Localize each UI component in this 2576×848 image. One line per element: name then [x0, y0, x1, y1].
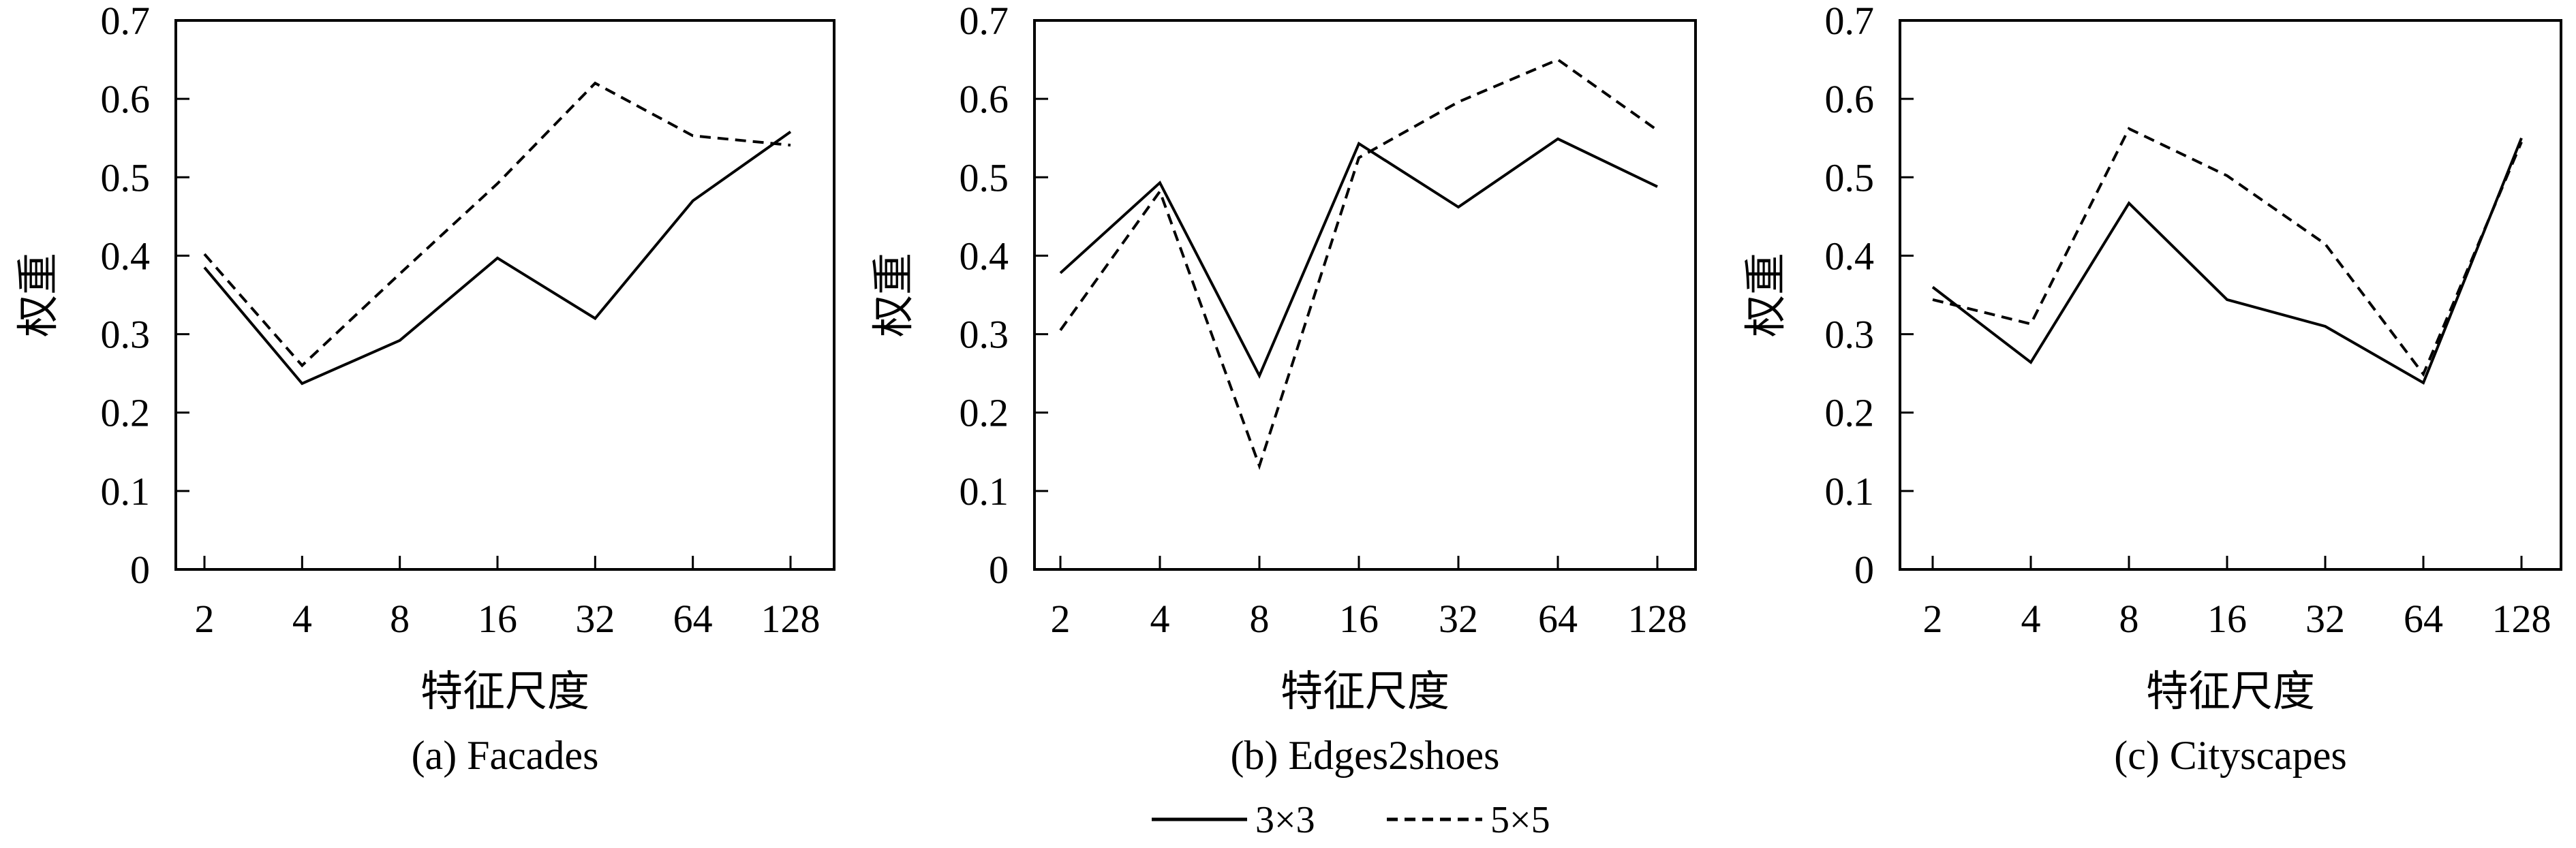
y-tick-label: 0.7	[960, 0, 1009, 43]
x-axis-title: 特征尺度	[420, 669, 589, 715]
series-line-3x3	[1059, 137, 1658, 379]
y-tick-label: 0.5	[101, 155, 151, 200]
y-tick-label: 0.6	[960, 77, 1009, 121]
y-axis-title: 权重	[871, 253, 917, 337]
x-tick-label: 4	[1150, 597, 1170, 641]
y-axis-title: 权重	[1743, 253, 1790, 337]
chart-panel-2: 0 0.1 0.2 0.3 0.4 0.5 0.6 0.7 2 4 8 16 32 64 128 特征尺度 权重…	[871, 0, 1697, 778]
plot-frame	[1899, 19, 2562, 571]
plot-frame	[174, 19, 835, 571]
legend-label-5x5: 5×5	[1490, 799, 1550, 841]
y-tick-label: 0	[130, 548, 150, 592]
y-tick-label: 0.7	[101, 0, 151, 43]
y-tick-label: 0.1	[960, 469, 1009, 514]
x-tick-label: 2	[1923, 597, 1943, 641]
x-tick-label: 128	[1628, 597, 1687, 641]
y-tick-label: 0.7	[1825, 0, 1875, 43]
x-tick-label: 16	[2207, 597, 2247, 641]
x-tick-label: 64	[2404, 597, 2443, 641]
y-tick-label: 0.4	[101, 234, 151, 278]
y-tick-label: 0.6	[1825, 77, 1875, 121]
panel-caption: (b) Edges2shoes	[1231, 733, 1500, 778]
x-tick-label: 16	[1339, 597, 1379, 641]
y-axis-title: 权重	[16, 253, 62, 337]
x-tick-label: 128	[2492, 597, 2551, 641]
series-line-3x3	[1931, 137, 2523, 385]
x-tick-label: 4	[292, 597, 312, 641]
x-tick-label: 2	[1051, 597, 1071, 641]
series-line-5x5	[1059, 58, 1659, 471]
chart-panel-3: 0 0.1 0.2 0.3 0.4 0.5 0.6 0.7 2 4 8 16 32 64 128 特征尺度 权重…	[1743, 0, 2562, 778]
x-tick-label: 128	[761, 597, 821, 641]
x-tick-label: 8	[1250, 597, 1270, 641]
legend: 3×3 5×5	[1152, 799, 1550, 841]
y-tick-label: 0	[1854, 548, 1874, 592]
panels: 0 0.1 0.2 0.3 0.4 0.5 0.6 0.7 2 4 8 16 32 64 128 特征尺度 权重…	[16, 0, 2562, 778]
x-tick-label: 8	[2119, 597, 2139, 641]
y-tick-label: 0.4	[960, 234, 1009, 278]
y-tick-label: 0.4	[1825, 234, 1875, 278]
y-tick-label: 0.3	[1825, 313, 1875, 357]
y-tick-label: 0.2	[101, 391, 151, 435]
x-tick-label: 4	[2021, 597, 2041, 641]
y-tick-label: 0	[989, 548, 1009, 592]
panel-caption: (a) Facades	[412, 733, 599, 778]
y-tick-label: 0.1	[1825, 469, 1875, 514]
y-tick-label: 0.5	[1825, 155, 1875, 200]
y-tick-label: 0.6	[101, 77, 151, 121]
x-tick-label: 8	[390, 597, 410, 641]
x-axis-title: 特征尺度	[1281, 669, 1450, 715]
series-line-5x5	[203, 81, 791, 368]
x-tick-label: 16	[478, 597, 517, 641]
panel-caption: (c) Cityscapes	[2114, 733, 2347, 778]
y-tick-label: 0.1	[101, 469, 151, 514]
x-tick-label: 32	[2305, 597, 2345, 641]
y-tick-label: 0.2	[1825, 391, 1875, 435]
chart-panel-1: 0 0.1 0.2 0.3 0.4 0.5 0.6 0.7 2 4 8 16 32 64 128 特征尺度 权重…	[16, 0, 835, 778]
x-tick-label: 64	[1538, 597, 1578, 641]
y-tick-label: 0.5	[960, 155, 1009, 200]
x-tick-label: 64	[673, 597, 713, 641]
y-tick-label: 0.3	[960, 313, 1009, 357]
x-tick-label: 32	[575, 597, 615, 641]
series-line-5x5	[1932, 127, 2523, 377]
y-tick-label: 0.3	[101, 313, 151, 357]
x-tick-label: 2	[195, 597, 215, 641]
legend-label-3x3: 3×3	[1255, 799, 1315, 841]
series-line-3x3	[203, 130, 792, 386]
y-tick-label: 0.2	[960, 391, 1009, 435]
x-axis-title: 特征尺度	[2146, 669, 2315, 715]
x-tick-label: 32	[1439, 597, 1478, 641]
plot-frame	[1033, 19, 1697, 571]
